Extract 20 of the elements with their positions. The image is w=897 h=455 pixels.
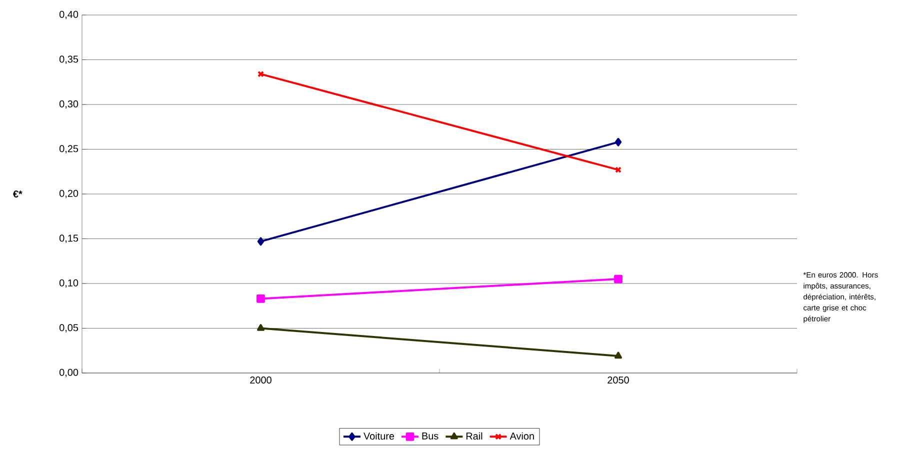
x-tick-label: 2050 [608,376,629,384]
y-tick-label: 0,00 [59,368,78,378]
point [614,274,622,284]
y-tick-label: 0,35 [59,56,78,64]
point [614,138,622,146]
x-tick-label: 2000 [250,376,272,384]
legend-label: Bus [422,432,438,440]
point [256,294,265,303]
y-tick-label: 0,40 [59,10,78,20]
legend-label: Avion [510,432,534,440]
legend-label: Voiture [364,432,394,440]
y-tick-label: 0,10 [59,279,78,288]
y-axis-title: €* [12,190,22,198]
legend-label: Rail [466,432,482,440]
y-tick-label: 0,20 [59,190,78,198]
y-tick-label: 0,25 [59,145,78,154]
point [257,237,264,246]
y-tick-label: 0,05 [59,324,78,332]
y-tick-label: 0,30 [59,100,78,109]
y-tick-label: 0,15 [59,234,78,243]
